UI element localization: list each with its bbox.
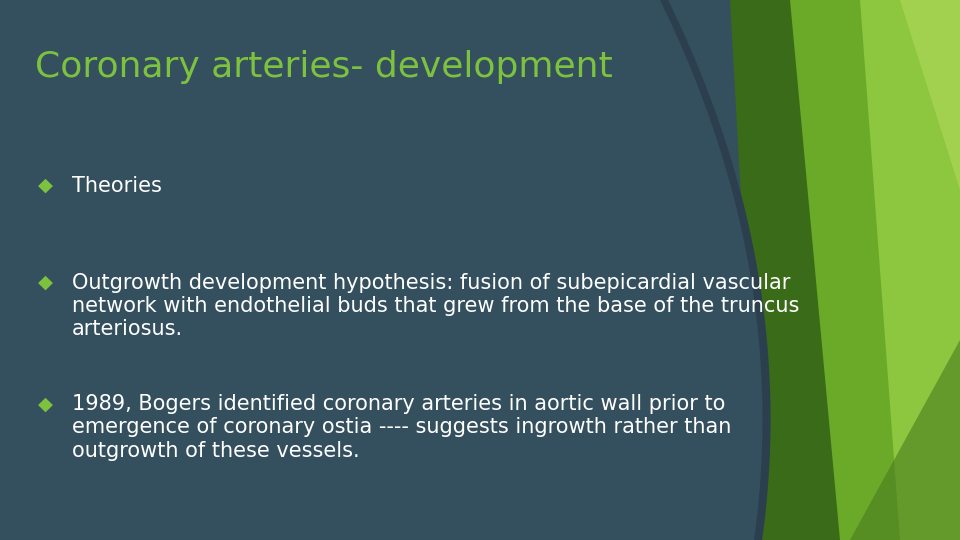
Text: ◆: ◆ [38,176,53,194]
Polygon shape [660,0,771,540]
Polygon shape [0,0,771,540]
Polygon shape [850,340,960,540]
Text: 1989, Bogers identified coronary arteries in aortic wall prior to: 1989, Bogers identified coronary arterie… [72,394,726,414]
Text: arteriosus.: arteriosus. [72,319,183,339]
Text: ◆: ◆ [38,394,53,413]
Polygon shape [790,0,900,540]
Text: ◆: ◆ [38,273,53,292]
Text: Outgrowth development hypothesis: fusion of subepicardial vascular: Outgrowth development hypothesis: fusion… [72,273,790,293]
Polygon shape [840,0,960,190]
Text: Coronary arteries- development: Coronary arteries- development [35,50,612,84]
Text: emergence of coronary ostia ---- suggests ingrowth rather than: emergence of coronary ostia ---- suggest… [72,417,732,437]
Polygon shape [730,0,870,540]
Text: outgrowth of these vessels.: outgrowth of these vessels. [72,441,360,461]
Text: Theories: Theories [72,176,162,195]
Text: network with endothelial buds that grew from the base of the truncus: network with endothelial buds that grew … [72,296,800,316]
Polygon shape [750,0,960,540]
